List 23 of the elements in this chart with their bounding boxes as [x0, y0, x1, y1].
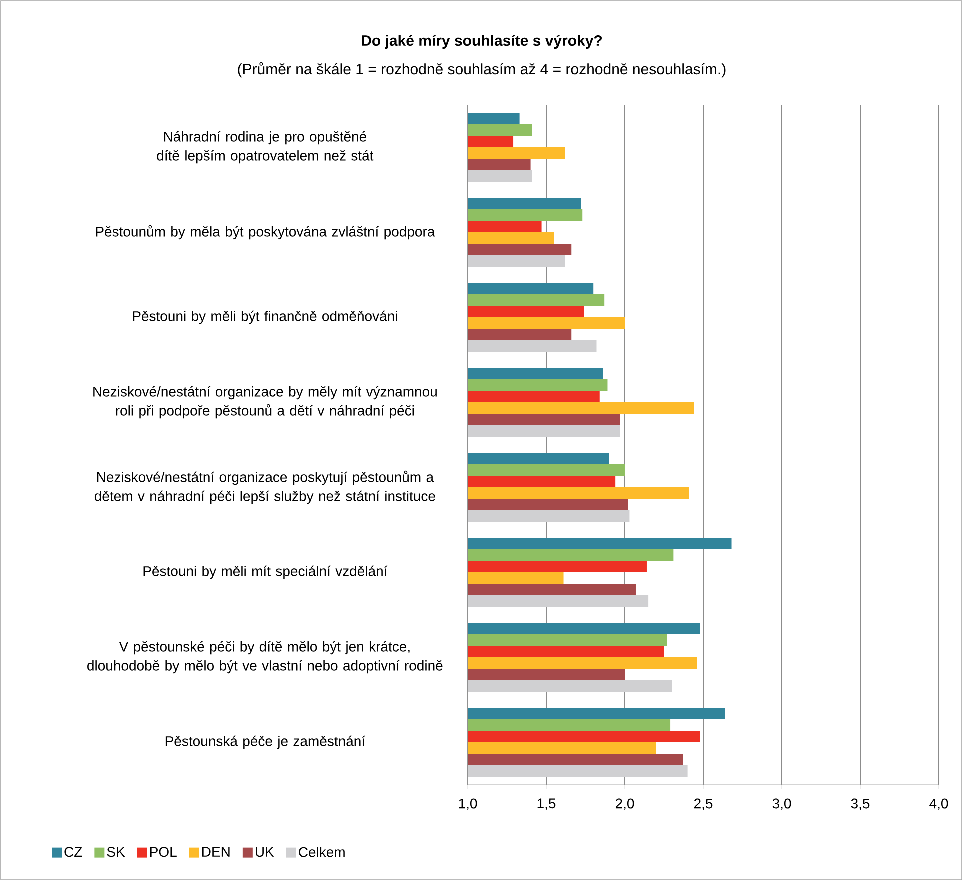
x-tick-label: 4,0	[930, 798, 948, 810]
y-tick-label: Neziskové/nestátní organizace by měly mít významnou roli při podpoře pěstounů a dětí v náhradní péči	[94, 386, 437, 419]
legend-label: CZ	[64, 847, 82, 858]
x-tick-label: 2,5	[694, 798, 713, 810]
legend-label: UK	[256, 847, 274, 858]
y-tick-label: Náhradní rodina je pro opuštěné dítě lepším opatrovatelem než stát	[157, 131, 374, 164]
legend-label: SK	[107, 847, 126, 858]
x-tick-label: 3,0	[772, 798, 792, 810]
x-tick-label: 2,0	[616, 798, 634, 810]
chart-subtitle: (Průměr na škále 1 = rozhodně souhlasím až 4 = rozhodně nesouhlasím.)	[238, 62, 726, 78]
x-tick-label: 1,5	[538, 798, 556, 810]
legend-label: POL	[150, 847, 177, 858]
y-tick-label: Pěstounská péče je zaměstnání	[166, 736, 366, 750]
y-tick-label: Pěstouni by měli mít speciální vzdělání	[144, 566, 388, 580]
x-tick-label: 3,5	[851, 798, 870, 810]
x-tick-label: 1,0	[459, 798, 478, 810]
legend-label: DEN	[202, 847, 230, 857]
y-tick-label: Pěstounům by měla být poskytována zvláštní podpora	[96, 225, 436, 240]
y-tick-label: V pěstounské péči by dítě mělo být jen krátce, dlouhodobě by mělo být ve vlastní nebo adoptivní rodině	[88, 641, 443, 674]
chart-title: Do jaké míry souhlasíte s výroky?	[362, 34, 602, 50]
legend-label: Celkem	[299, 847, 345, 858]
y-tick-label: Pěstouni by měli být finančně odměňováni	[133, 310, 398, 324]
y-tick-label: Neziskové/nestátní organizace poskytují pěstounům a dětem v náhradní péči lepší služby než státní instituce	[94, 470, 436, 504]
